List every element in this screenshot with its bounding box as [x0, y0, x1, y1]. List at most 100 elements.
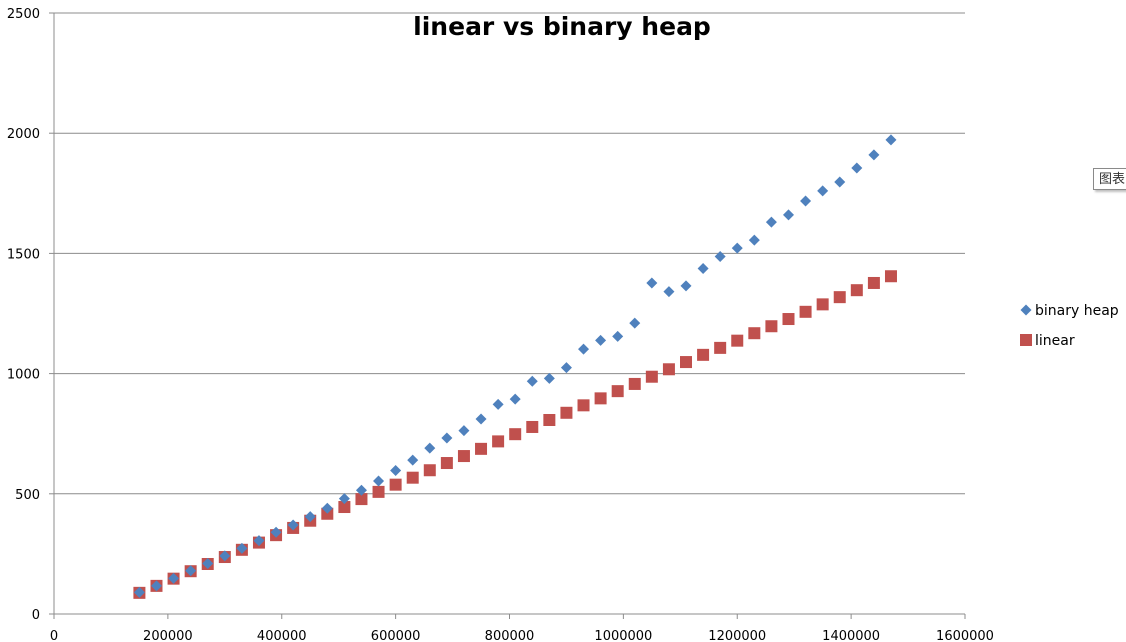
data-point-linear [543, 413, 556, 426]
data-point-linear [457, 450, 470, 463]
y-tick-label: 2000 [7, 127, 40, 142]
data-point-linear [628, 377, 641, 390]
data-point-binary-heap [287, 519, 299, 531]
series-linear [133, 270, 897, 599]
legend-item-binary-heap: binary heap [1020, 303, 1119, 319]
data-point-binary-heap [748, 234, 760, 246]
data-point-binary-heap [150, 580, 162, 592]
x-tick-label: 600000 [371, 629, 421, 642]
data-series [133, 134, 897, 599]
data-point-binary-heap [629, 317, 641, 329]
axes [49, 12, 966, 619]
data-point-binary-heap [475, 413, 487, 425]
data-point-linear [697, 348, 710, 361]
y-tick-label: 0 [32, 608, 40, 623]
series-binary-heap [133, 134, 897, 598]
data-point-binary-heap [338, 493, 350, 505]
data-point-binary-heap [714, 251, 726, 263]
data-point-binary-heap [509, 393, 521, 405]
y-tick-label: 500 [15, 488, 40, 503]
data-point-binary-heap [270, 526, 282, 538]
legend: binary heap linear [1020, 303, 1119, 349]
chart-tooltip: 图表 [1093, 168, 1126, 190]
data-point-linear [816, 298, 829, 311]
data-point-linear [833, 291, 846, 304]
data-point-binary-heap [782, 209, 794, 221]
data-point-linear [560, 406, 573, 419]
data-point-binary-heap [851, 162, 863, 174]
data-point-binary-heap [526, 375, 538, 387]
data-point-linear [611, 385, 624, 398]
data-point-linear [440, 457, 453, 470]
y-tick-label: 1500 [7, 247, 40, 262]
data-point-binary-heap [868, 149, 880, 161]
data-point-binary-heap [441, 432, 453, 444]
data-point-linear [406, 471, 419, 484]
data-point-binary-heap [407, 454, 419, 466]
data-point-linear [867, 276, 880, 289]
data-point-binary-heap [390, 464, 402, 476]
data-point-binary-heap [185, 565, 197, 577]
data-point-binary-heap [765, 216, 777, 228]
data-point-binary-heap [202, 558, 214, 570]
data-point-linear [355, 493, 368, 506]
data-point-linear [748, 327, 761, 340]
data-point-linear [423, 464, 436, 477]
data-point-binary-heap [304, 511, 316, 523]
data-point-binary-heap [885, 134, 897, 146]
x-tick-label: 1400000 [822, 629, 880, 642]
legend-marker [1020, 334, 1032, 346]
data-point-linear [509, 428, 522, 441]
data-point-binary-heap [373, 475, 385, 487]
data-point-linear [662, 363, 675, 376]
legend-marker [1020, 304, 1032, 316]
data-point-binary-heap [680, 280, 692, 292]
data-point-binary-heap [731, 242, 743, 254]
data-point-binary-heap [834, 176, 846, 188]
data-point-linear [389, 478, 402, 491]
data-point-linear [492, 435, 505, 448]
data-point-linear [714, 341, 727, 354]
data-point-linear [321, 507, 334, 520]
data-point-linear [338, 501, 351, 514]
data-point-binary-heap [817, 185, 829, 197]
data-point-binary-heap [424, 442, 436, 454]
data-point-binary-heap [595, 334, 607, 346]
x-tick-label: 800000 [485, 629, 535, 642]
x-tick-label: 1600000 [936, 629, 994, 642]
data-point-binary-heap [612, 330, 624, 342]
x-tick-labels: 0 200000 400000 600000 800000 1000000 1200000 1… [50, 629, 994, 642]
data-point-binary-heap [663, 286, 675, 298]
data-point-binary-heap [355, 484, 367, 496]
x-tick-label: 1000000 [594, 629, 652, 642]
data-point-binary-heap [560, 362, 572, 374]
x-tick-label: 200000 [143, 629, 193, 642]
data-point-binary-heap [236, 542, 248, 554]
y-tick-label: 1000 [7, 368, 40, 383]
y-tick-labels: 0 500 1000 1500 2000 2500 [7, 7, 40, 623]
data-point-binary-heap [458, 425, 470, 437]
legend-label: binary heap [1035, 303, 1119, 319]
data-point-linear [577, 399, 590, 412]
data-point-binary-heap [578, 343, 590, 355]
data-point-linear [731, 334, 744, 347]
x-tick-label: 0 [50, 629, 58, 642]
data-point-binary-heap [697, 263, 709, 275]
data-point-binary-heap [321, 502, 333, 514]
data-point-linear [799, 305, 812, 318]
legend-item-linear: linear [1020, 333, 1075, 349]
data-point-binary-heap [168, 572, 180, 584]
legend-label: linear [1035, 333, 1075, 349]
data-point-linear [782, 313, 795, 326]
y-tick-label: 2500 [7, 7, 40, 22]
data-point-binary-heap [492, 398, 504, 410]
data-point-linear [372, 485, 385, 498]
data-point-binary-heap [800, 195, 812, 207]
data-point-linear [645, 370, 658, 383]
data-point-linear [765, 320, 778, 333]
gridlines [54, 12, 965, 495]
data-point-linear [475, 442, 488, 455]
chart-title: linear vs binary heap [413, 12, 711, 41]
data-point-linear [884, 270, 897, 283]
